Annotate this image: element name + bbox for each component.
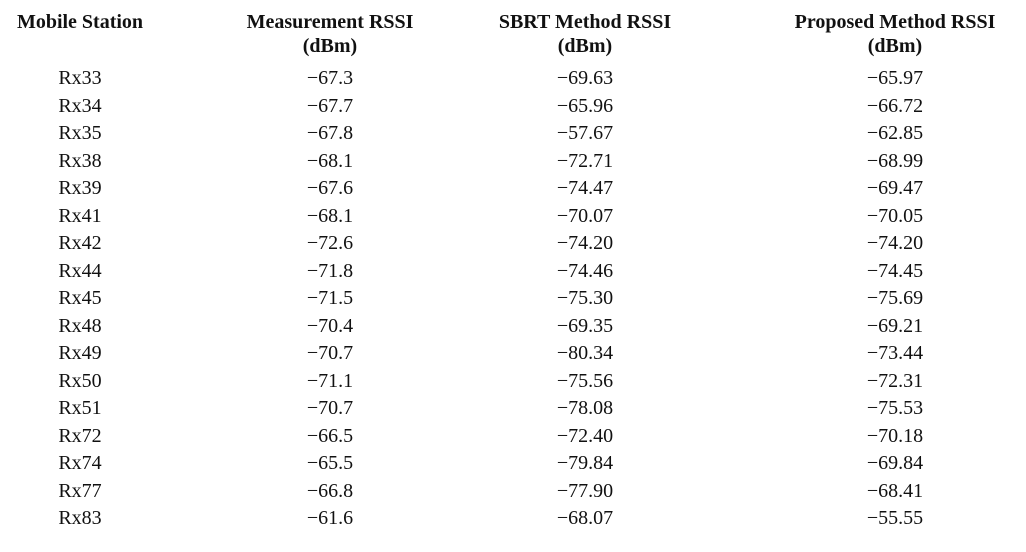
table-cell: Rx41 [58, 204, 102, 227]
table-cell: Rx51 [58, 397, 102, 419]
table-cell: −74.20 [866, 232, 924, 254]
table-cell: −65.5 [306, 452, 354, 474]
table-cell: Rx77 [58, 479, 102, 502]
table-cell: −67.6 [306, 177, 354, 199]
table-cell: −69.84 [866, 452, 924, 474]
table-cell: −67.7 [306, 94, 354, 117]
header-cell: Proposed Method RSSI [794, 11, 996, 33]
table-cell: −66.72 [866, 94, 924, 117]
table-cell: −65.96 [556, 94, 614, 117]
table-cell: −62.85 [866, 122, 924, 144]
table-cell: −73.44 [866, 342, 924, 364]
table-cell: Rx72 [58, 424, 102, 447]
header-cell: (dBm) [867, 35, 923, 57]
table-cell: Rx50 [58, 369, 102, 392]
table-cell: −74.47 [556, 177, 614, 199]
table-cell: Rx48 [58, 314, 102, 337]
table-cell: −71.1 [306, 369, 354, 392]
table-cell: −75.30 [556, 287, 614, 309]
header-cell: Measurement RSSI [246, 11, 414, 33]
table-cell: Rx35 [58, 122, 102, 144]
table-cell: −69.63 [556, 67, 614, 89]
table-cell: −69.47 [866, 177, 924, 199]
table-cell: −55.55 [866, 507, 924, 529]
table-cell: −74.46 [556, 259, 614, 282]
table-cell: −57.67 [556, 122, 614, 144]
table-cell: −68.1 [306, 204, 354, 227]
table-cell: −72.31 [866, 369, 924, 392]
table-cell: −67.8 [306, 122, 354, 144]
table-cell: −69.21 [866, 314, 924, 337]
table-cell: Rx44 [58, 259, 102, 282]
table-cell: −68.99 [866, 149, 924, 172]
table-cell: Rx33 [58, 67, 102, 89]
table-cell: −70.4 [306, 314, 354, 337]
table-cell: −74.20 [556, 232, 614, 254]
table-cell: −66.5 [306, 424, 354, 447]
table-cell: −71.8 [306, 259, 354, 282]
table-cell: −61.6 [306, 507, 354, 529]
table-cell: −79.84 [556, 452, 614, 474]
table-cell: −71.5 [306, 287, 354, 309]
table-cell: −65.97 [866, 67, 924, 89]
table-cell: Rx83 [58, 507, 102, 529]
table-cell: −75.53 [866, 397, 924, 419]
table-cell: −72.71 [556, 149, 614, 172]
table-cell: −70.05 [866, 204, 924, 227]
table-cell: Rx38 [58, 149, 102, 172]
table-cell: −75.56 [556, 369, 614, 392]
table-cell: −78.08 [556, 397, 614, 419]
table-cell: −68.07 [556, 507, 614, 529]
table-cell: −70.7 [306, 342, 354, 364]
table-cell: Rx34 [58, 94, 102, 117]
table-cell: −77.90 [556, 479, 614, 502]
table-cell: −72.40 [556, 424, 614, 447]
table-cell: −80.34 [556, 342, 614, 364]
table-cell: −72.6 [306, 232, 354, 254]
table-cell: −69.35 [556, 314, 614, 337]
header-cell: SBRT Method RSSI [498, 11, 672, 33]
table-cell: −74.45 [866, 259, 924, 282]
table-cell: Rx42 [58, 232, 102, 254]
table-cell: −67.3 [306, 67, 354, 89]
table-cell: −70.7 [306, 397, 354, 419]
table-cell: −68.41 [866, 479, 924, 502]
table-cell: −75.69 [866, 287, 924, 309]
table-cell: −70.07 [556, 204, 614, 227]
header-cell: Mobile Station [16, 11, 144, 33]
header-cell: (dBm) [557, 35, 613, 57]
header-cell: (dBm) [302, 35, 358, 57]
table-cell: −68.1 [306, 149, 354, 172]
table-cell: −70.18 [866, 424, 924, 447]
table-cell: Rx39 [58, 177, 102, 199]
table-cell: Rx45 [58, 287, 102, 309]
table-cell: −66.8 [306, 479, 354, 502]
table-cell: Rx49 [58, 342, 102, 364]
table-cell: Rx74 [58, 452, 102, 474]
